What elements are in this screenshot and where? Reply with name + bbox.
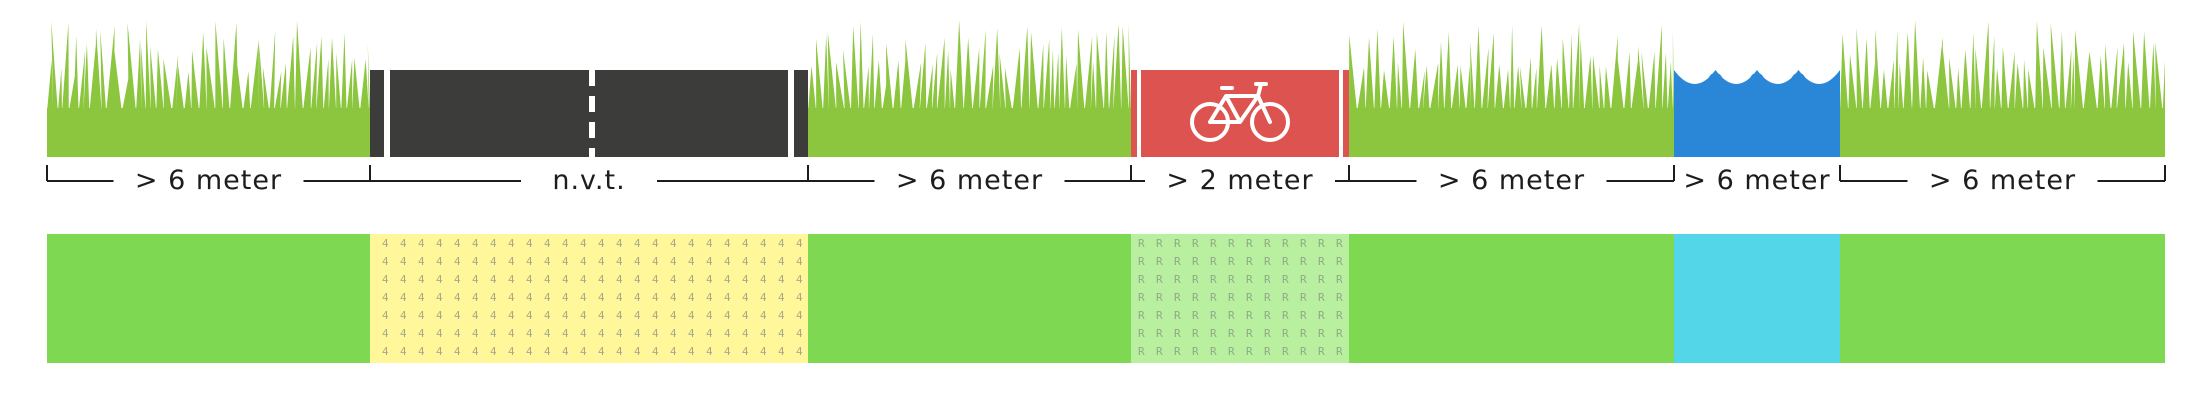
bicycle-icon bbox=[1190, 82, 1290, 142]
grass-icon bbox=[1840, 20, 2165, 157]
dimension-label: > 6 meter bbox=[135, 165, 282, 196]
segment-cycle-path bbox=[1131, 70, 1349, 157]
dimension-lines: > 6 meter n.v.t. > 6 meter > 2 meter > 6 met… bbox=[46, 165, 2166, 196]
cycle-edge-line bbox=[1339, 70, 1343, 157]
segment-grass bbox=[1840, 20, 2165, 157]
grass-icon bbox=[808, 20, 1131, 157]
grass-icon bbox=[1349, 21, 1674, 157]
dimension-cycle-path: > 2 meter bbox=[1131, 165, 1349, 196]
dimension-road: n.v.t. bbox=[370, 165, 808, 196]
grass-icon bbox=[47, 20, 370, 157]
dimension-label: > 6 meter bbox=[896, 165, 1043, 196]
dimension-label: > 6 meter bbox=[1929, 165, 2076, 196]
map-strip bbox=[47, 234, 2165, 363]
dimension-label: n.v.t. bbox=[552, 165, 625, 196]
road-center-dash bbox=[589, 70, 595, 86]
dimension-label: > 6 meter bbox=[1438, 165, 1585, 196]
cycle-path-surface bbox=[1131, 70, 1349, 157]
cycle-edge-line bbox=[1137, 70, 1141, 157]
dimension-water: > 6 meter bbox=[1662, 165, 1852, 196]
segment-water bbox=[1674, 70, 1840, 157]
road-center-dash bbox=[589, 96, 595, 112]
dimension-grass: > 6 meter bbox=[808, 165, 1131, 196]
segment-grass bbox=[808, 20, 1131, 157]
dimension-grass: > 6 meter bbox=[1349, 165, 1674, 196]
map-cell-cycle-path bbox=[1131, 234, 1349, 363]
dimension-label: > 6 meter bbox=[1683, 165, 1830, 196]
water-wave-icon bbox=[1674, 70, 1840, 157]
dimension-grass: > 6 meter bbox=[47, 165, 370, 196]
road-center-dash bbox=[589, 122, 595, 138]
map-cell-grass bbox=[1840, 234, 2165, 363]
segments bbox=[47, 20, 2165, 164]
map-cell-grass bbox=[808, 234, 1131, 363]
dimension-grass: > 6 meter bbox=[1840, 165, 2165, 196]
segment-grass bbox=[1349, 21, 1674, 157]
map-cell-grass bbox=[1349, 234, 1674, 363]
road-edge-line bbox=[788, 70, 794, 157]
dimension-label: > 2 meter bbox=[1166, 165, 1313, 196]
road-edge-line bbox=[384, 70, 390, 157]
road-surface bbox=[370, 70, 808, 164]
map-cell-grass bbox=[47, 234, 370, 363]
segment-grass bbox=[47, 20, 370, 157]
road-center-dash bbox=[589, 148, 595, 164]
map-cell-road bbox=[370, 234, 808, 363]
map-cell-water bbox=[1674, 234, 1840, 363]
segment-road bbox=[370, 70, 808, 164]
